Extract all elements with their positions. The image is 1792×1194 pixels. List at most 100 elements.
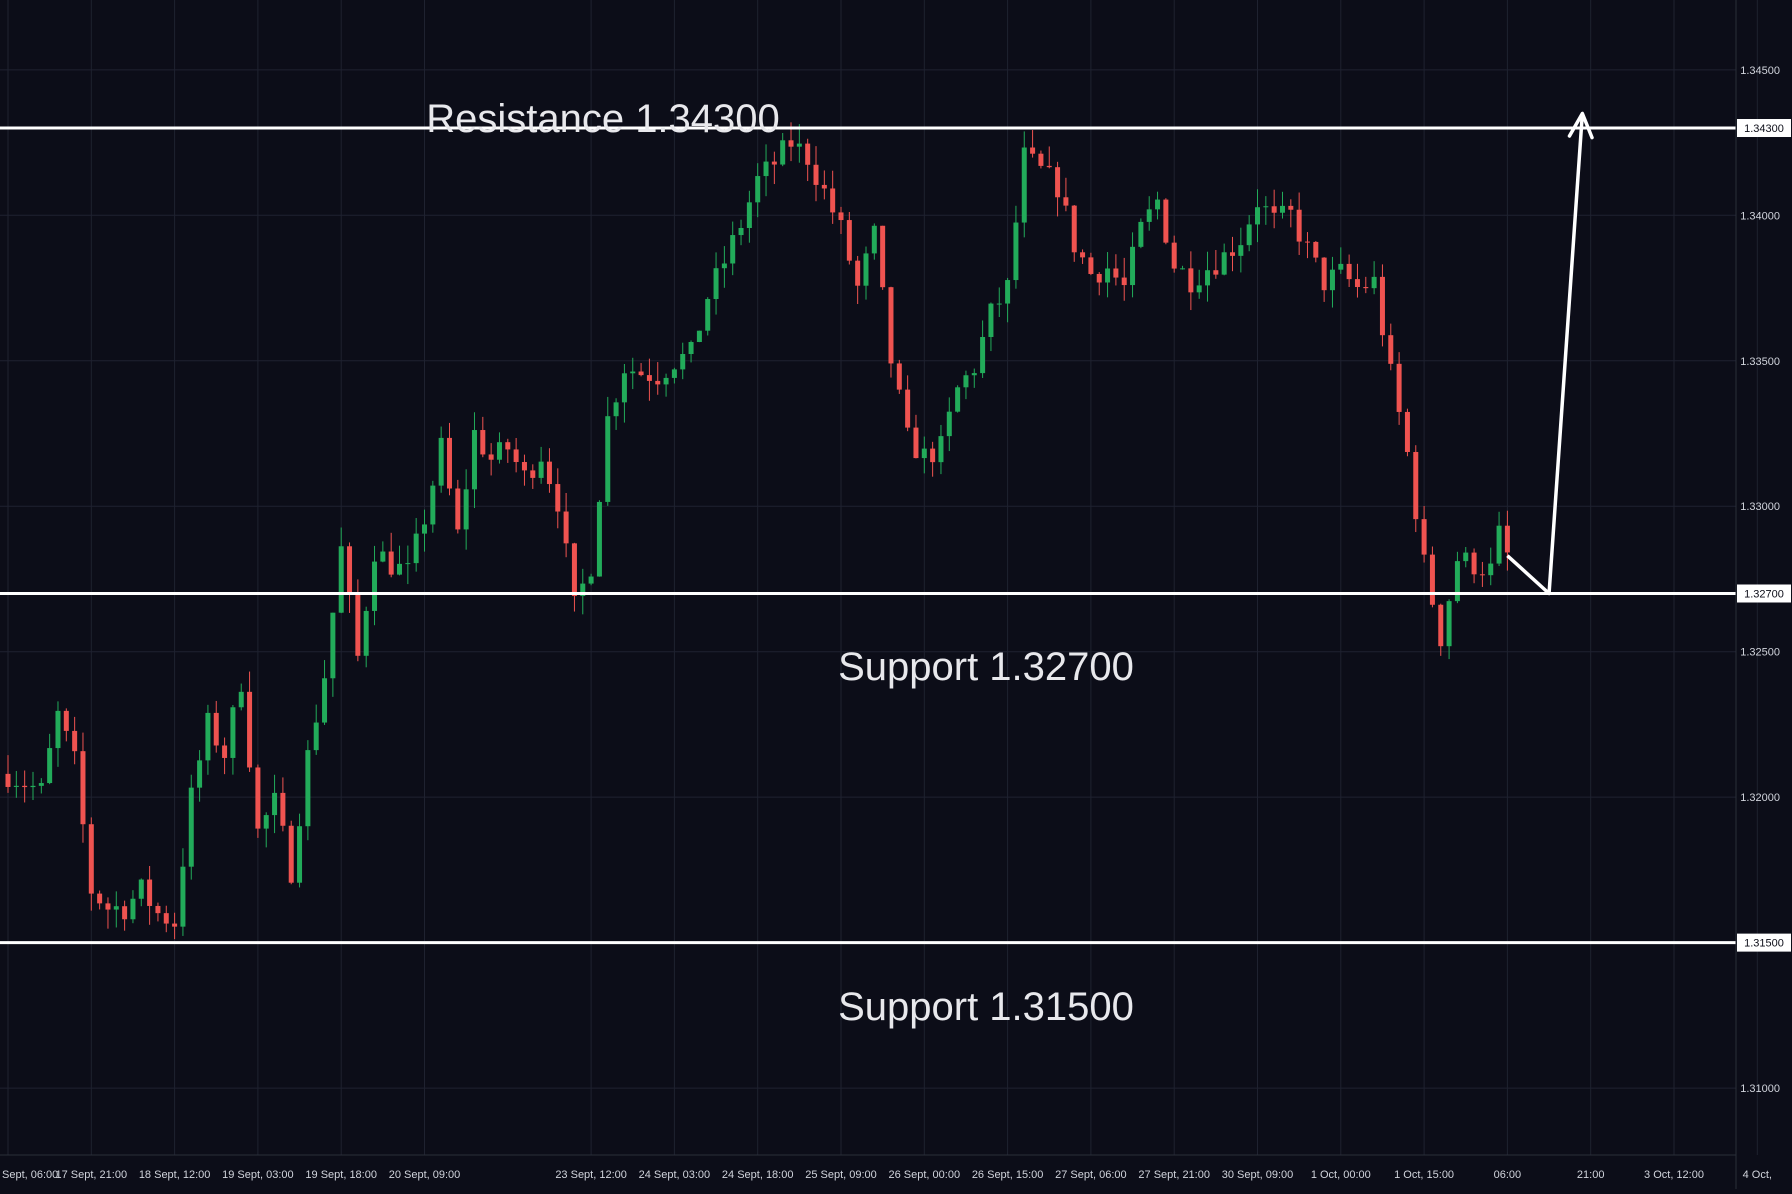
candle-body	[1313, 241, 1319, 258]
candle-body	[446, 437, 452, 489]
candle-body	[513, 449, 519, 463]
candle	[996, 287, 1002, 318]
candle-body	[263, 815, 269, 829]
candle-body	[538, 461, 544, 478]
candle	[1321, 257, 1327, 302]
candle-body	[272, 792, 278, 816]
candle	[263, 812, 269, 848]
y-tick-label: 1.33500	[1740, 356, 1780, 368]
candle	[280, 777, 286, 832]
candle	[1055, 161, 1061, 217]
candle-body	[846, 220, 852, 261]
candle	[655, 362, 661, 395]
x-tick-label: 1 Oct, 00:00	[1311, 1169, 1371, 1181]
candle	[555, 468, 561, 529]
candle	[313, 704, 319, 755]
candle	[1138, 218, 1144, 249]
resistance-label: Resistance 1.34300	[426, 97, 780, 141]
candle-body	[1196, 285, 1202, 293]
candle-body	[1413, 451, 1419, 520]
candle-body	[996, 303, 1002, 305]
y-tick-label: 1.34000	[1740, 210, 1780, 222]
candle-body	[555, 484, 561, 512]
candle	[1338, 247, 1344, 274]
candle	[571, 542, 577, 612]
support-low-price-tag	[1737, 933, 1791, 952]
candle-body	[438, 437, 444, 486]
candle-body	[888, 287, 894, 364]
candle-body	[596, 501, 602, 577]
candle-body	[805, 143, 811, 165]
candle-body	[688, 342, 694, 355]
candle-body	[763, 161, 769, 177]
candle	[1471, 548, 1477, 584]
x-tick-label: 20 Sept, 09:00	[389, 1169, 461, 1181]
y-tick-label: 1.32000	[1740, 792, 1780, 804]
level-lines: 1.34300 1.32700 1.31500	[0, 119, 1791, 952]
candle	[1354, 263, 1360, 298]
candle-body	[1113, 268, 1119, 278]
x-tick-label: 19 Sept, 03:00	[222, 1169, 294, 1181]
projection-arrow	[1506, 111, 1594, 596]
resistance-price-tag-text: 1.34300	[1744, 123, 1784, 135]
x-tick-label: 25 Sept, 09:00	[805, 1169, 877, 1181]
price-axis: 1.34500 1.34000 1.33500 1.33000 1.32500 1.320…	[1735, 0, 1780, 1189]
candle-body	[955, 387, 961, 412]
candle	[771, 151, 777, 185]
candle-body	[13, 785, 19, 787]
candle-body	[546, 461, 552, 485]
candle-body	[422, 524, 427, 534]
candle-body	[605, 416, 611, 502]
candle-body	[1088, 257, 1094, 274]
candle-body	[1080, 252, 1086, 258]
candle-body	[430, 485, 436, 525]
candle	[1255, 189, 1260, 243]
candle	[955, 385, 961, 413]
candle	[963, 370, 969, 400]
candle	[255, 764, 261, 838]
candle	[1080, 249, 1086, 264]
candle	[1163, 198, 1169, 245]
candle	[855, 255, 861, 304]
candle-body	[680, 354, 686, 370]
candle	[1230, 236, 1236, 272]
candle-body	[1138, 221, 1144, 247]
candle	[980, 320, 986, 378]
candle-body	[347, 546, 353, 594]
candle	[1238, 227, 1244, 273]
support-mid-price-tag-text: 1.32700	[1744, 589, 1784, 601]
candle-body	[988, 303, 994, 337]
x-tick-label: 18 Sept, 12:00	[139, 1169, 211, 1181]
candle	[1113, 254, 1119, 286]
candle	[530, 464, 536, 489]
candle	[1030, 130, 1036, 158]
candle	[1346, 254, 1352, 287]
candle-body	[55, 710, 61, 749]
candle-body	[1454, 561, 1460, 602]
candle	[338, 527, 344, 614]
support-low-label: Support 1.31500	[838, 985, 1134, 1029]
candle	[630, 357, 636, 390]
candle	[463, 469, 469, 550]
candle	[1313, 241, 1319, 263]
candle-body	[1496, 525, 1502, 564]
candle	[446, 422, 452, 496]
candle-body	[1246, 224, 1252, 246]
candle-body	[963, 375, 969, 388]
candle	[780, 133, 786, 167]
candle-body	[163, 913, 169, 924]
candle-body	[930, 448, 936, 463]
candle	[913, 414, 919, 459]
candle	[1429, 546, 1435, 608]
candle-body	[821, 184, 827, 189]
candle	[438, 426, 444, 493]
candle	[363, 606, 369, 668]
candle	[205, 704, 211, 775]
x-tick-label: 17 Sept, 21:00	[56, 1169, 128, 1181]
candle	[1388, 323, 1394, 371]
candle-body	[1071, 205, 1077, 253]
candle-body	[397, 563, 403, 575]
candle-body	[205, 712, 211, 761]
candle-body	[330, 612, 336, 679]
